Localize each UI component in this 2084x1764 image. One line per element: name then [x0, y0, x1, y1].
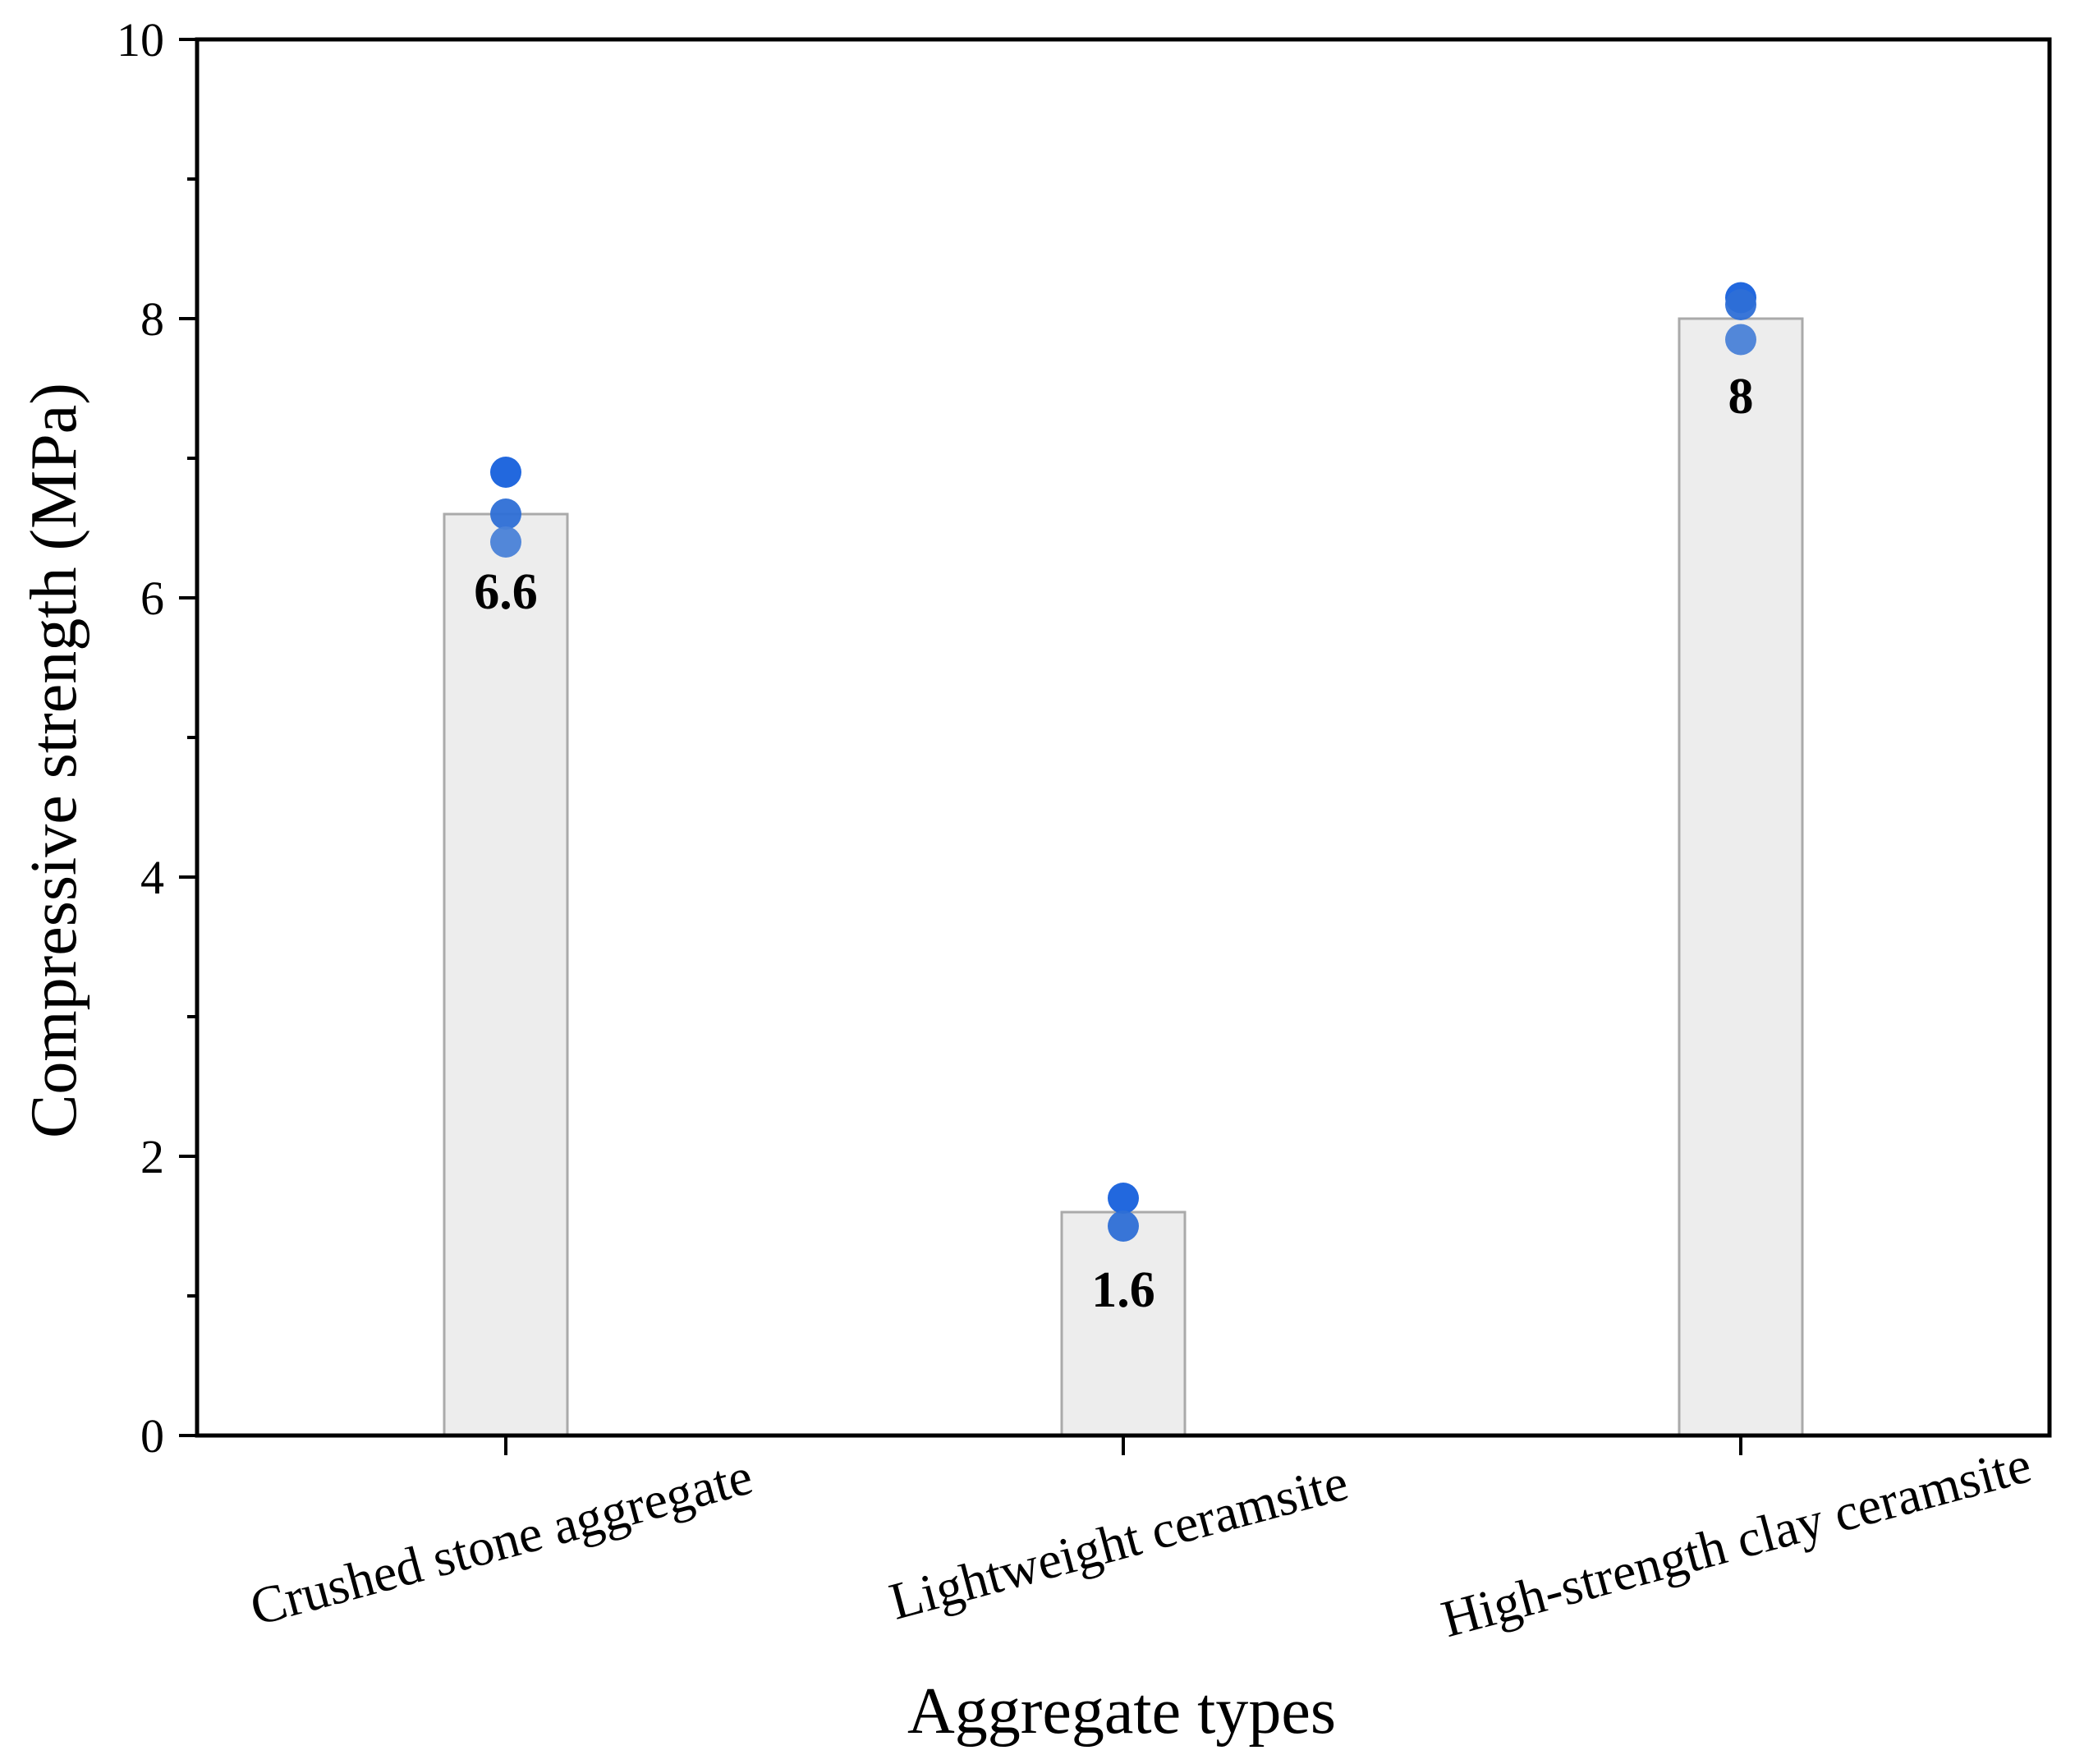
x-tick-label: Crushed stone aggregate — [244, 1447, 758, 1637]
data-label: 6.6 — [474, 564, 538, 620]
bar — [443, 512, 569, 1437]
x-tick-label: Lightweight ceramsite — [884, 1453, 1354, 1631]
data-point — [1108, 1183, 1139, 1214]
points-layer — [490, 282, 1756, 1242]
y-tick-label: 4 — [140, 851, 164, 904]
x-axis-title: Aggregate types — [907, 1675, 1336, 1748]
data-point — [490, 526, 521, 558]
data-point — [490, 498, 521, 530]
data-point — [1108, 1210, 1139, 1242]
y-tick-label: 0 — [140, 1409, 164, 1463]
data-labels-layer: 6.6 1.6 8 — [474, 369, 1753, 1318]
y-axis-title: Compressive strength (MPa) — [18, 383, 90, 1138]
data-point — [1725, 324, 1756, 356]
bar — [1678, 317, 1804, 1437]
data-point — [1725, 289, 1756, 320]
data-label: 8 — [1728, 369, 1754, 425]
bar — [1060, 1210, 1187, 1437]
y-axis: 0 2 4 6 8 10 — [117, 13, 197, 1463]
data-point — [490, 457, 521, 488]
y-tick-label: 6 — [140, 572, 164, 625]
x-tick-label: High-strength clay ceramsite — [1435, 1435, 2036, 1648]
data-label: 1.6 — [1091, 1262, 1155, 1318]
y-tick-label: 2 — [140, 1130, 164, 1183]
y-tick-label: 8 — [140, 292, 164, 346]
y-tick-label: 10 — [117, 13, 164, 67]
x-axis: Crushed stone aggregate Lightweight ceram… — [244, 1435, 2036, 1648]
